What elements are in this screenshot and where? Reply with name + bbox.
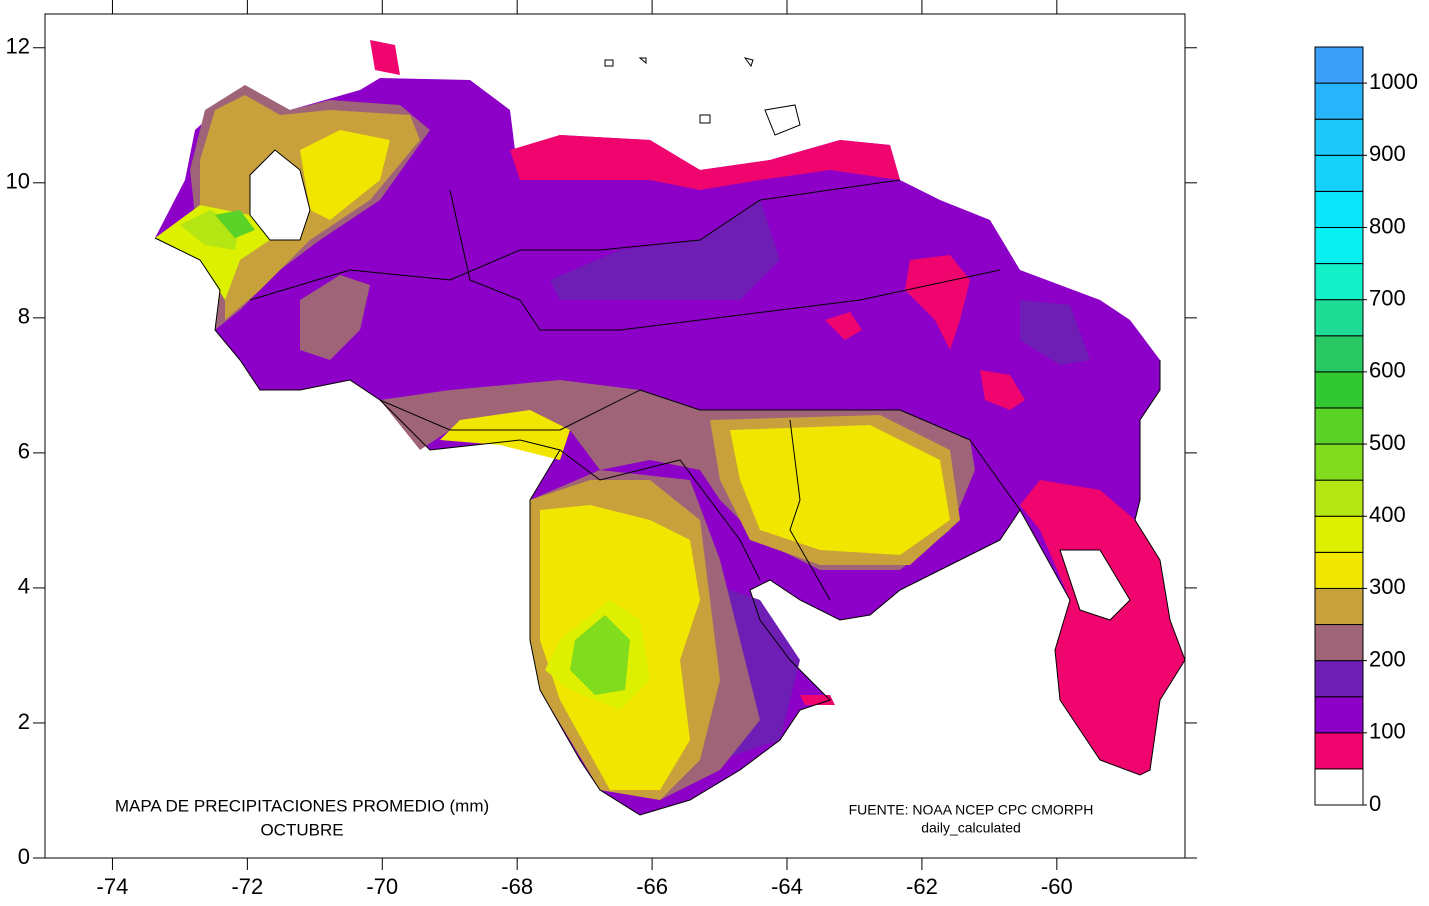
- y-tick-label: 0: [18, 844, 30, 869]
- colorbar-bin: [1314, 660, 1364, 698]
- lake: [249, 149, 311, 241]
- region-yellow: [440, 410, 570, 460]
- colorbar-label: 400: [1369, 502, 1406, 527]
- state-border: [379, 389, 1021, 511]
- region-pink: [510, 135, 900, 190]
- colorbar: 0 100 200 300 400 500 600 700 800 900 1000: [1314, 46, 1418, 816]
- colorbar-label: 900: [1369, 141, 1406, 166]
- plot-frame: [44, 13, 1186, 859]
- y-tick-label: 4: [18, 574, 30, 599]
- colorbar-bin: [1314, 479, 1364, 517]
- x-tick-label: -60: [1041, 874, 1073, 899]
- region-pink: [1020, 480, 1185, 775]
- region-green: [215, 210, 255, 238]
- region-pink: [905, 255, 970, 350]
- country-border: [154, 237, 1186, 816]
- colorbar-label: 600: [1369, 358, 1406, 383]
- colorbar-bin: [1314, 696, 1364, 734]
- y-tick-label: 8: [18, 304, 30, 329]
- x-tick-label: -74: [97, 874, 129, 899]
- region-pink: [980, 370, 1025, 410]
- region-green: [570, 615, 630, 695]
- y-tick-label: 2: [18, 709, 30, 734]
- colorbar-bin: [1314, 299, 1364, 337]
- colorbar-bin: [1314, 263, 1364, 301]
- source: FUENTE: NOAA NCEP CPC CMORPH: [849, 802, 1094, 818]
- state-border: [559, 449, 761, 581]
- colorbar-label: 100: [1369, 719, 1406, 744]
- region-pink: [800, 695, 835, 705]
- colorbar-label: 200: [1369, 646, 1406, 671]
- colorbar-label: 0: [1369, 791, 1381, 816]
- x-tick-label: -66: [636, 874, 668, 899]
- y-tick-label: 12: [6, 34, 30, 59]
- region-yellow: [730, 425, 950, 555]
- map-subtitle: OCTUBRE: [260, 820, 343, 839]
- region-mauve: [300, 275, 370, 360]
- colorbar-bin: [1314, 515, 1364, 553]
- colorbar-label: 800: [1369, 213, 1406, 238]
- colorbar-bin: [1314, 154, 1364, 192]
- colorbar-bin: [1314, 551, 1364, 589]
- region-pink: [370, 40, 400, 75]
- colorbar-label: 500: [1369, 430, 1406, 455]
- region-pink: [825, 312, 862, 340]
- colorbar-bin: [1314, 190, 1364, 228]
- state-border: [789, 419, 831, 601]
- colorbar-bin: [1314, 768, 1364, 806]
- colorbar-label: 700: [1369, 285, 1406, 310]
- state-border: [249, 179, 901, 301]
- colorbar-bin: [1314, 46, 1364, 84]
- map-title: MAPA DE PRECIPITACIONES PROMEDIO (mm): [115, 796, 489, 815]
- region-violet: [1020, 300, 1090, 365]
- y-tick-label: 10: [6, 169, 30, 194]
- colorbar-bin: [1314, 587, 1364, 626]
- colorbar-bin: [1314, 118, 1364, 156]
- state-border: [449, 189, 1001, 331]
- colorbar-bin: [1314, 371, 1364, 409]
- colorbar-bin: [1314, 624, 1364, 662]
- colorbar-label: 300: [1369, 574, 1406, 599]
- x-tick-label: -68: [501, 874, 533, 899]
- x-tick-label: -62: [906, 874, 938, 899]
- x-tick-label: -72: [231, 874, 263, 899]
- precipitation-map: [154, 40, 1186, 816]
- colorbar-bin: [1314, 407, 1364, 445]
- x-tick-label: -64: [771, 874, 803, 899]
- colorbar-bin: [1314, 335, 1364, 373]
- source-detail: daily_calculated: [921, 820, 1021, 836]
- colorbar-bin: [1314, 732, 1364, 770]
- axes: -74 -72 -70 -68 -66 -64 -62 -60 0 2 4 6 8 10 12: [6, 0, 1197, 899]
- x-tick-label: -70: [366, 874, 398, 899]
- island: [604, 57, 801, 136]
- y-tick-label: 6: [18, 439, 30, 464]
- colorbar-bin: [1314, 443, 1364, 481]
- region-yellow: [300, 130, 390, 220]
- colorbar-bin: [1314, 82, 1364, 120]
- colorbar-label: 1000: [1369, 69, 1418, 94]
- no-data: [1059, 549, 1131, 621]
- colorbar-bin: [1314, 226, 1364, 265]
